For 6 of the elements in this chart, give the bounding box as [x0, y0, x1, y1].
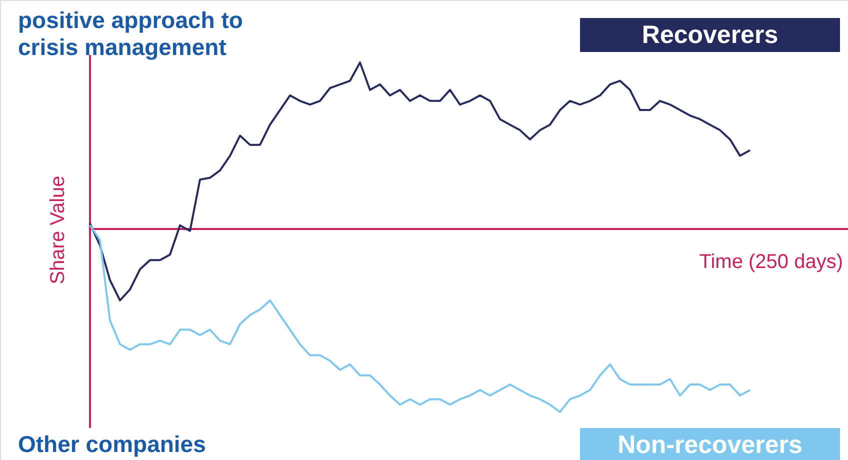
chart-title: positive approach to crisis management [18, 7, 243, 60]
series-label: Non-recoverers [618, 431, 802, 459]
x-axis-title: Time (250 days) [699, 251, 843, 273]
text: Other companies [18, 431, 206, 457]
series-label: Recoverers [642, 21, 778, 49]
y-axis-title: Share Value [47, 176, 69, 284]
